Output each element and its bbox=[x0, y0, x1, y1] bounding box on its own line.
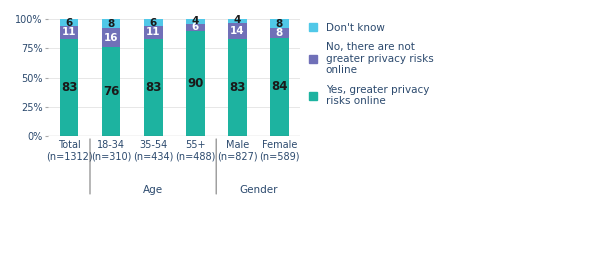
Text: 90: 90 bbox=[187, 77, 203, 90]
Bar bbox=[228, 23, 247, 39]
Text: 76: 76 bbox=[103, 85, 119, 98]
Bar bbox=[102, 47, 121, 136]
Bar bbox=[144, 19, 163, 26]
Text: 11: 11 bbox=[62, 27, 76, 38]
Bar bbox=[186, 19, 204, 24]
Bar bbox=[270, 28, 289, 38]
Bar bbox=[270, 38, 289, 136]
Legend: Don't know, No, there are not
greater privacy risks
online, Yes, greater privacy: Don't know, No, there are not greater pr… bbox=[308, 22, 434, 107]
Text: 84: 84 bbox=[271, 80, 287, 93]
Text: Gender: Gender bbox=[239, 185, 277, 195]
Text: 83: 83 bbox=[229, 81, 245, 94]
Bar bbox=[144, 39, 163, 136]
Bar bbox=[270, 19, 289, 28]
Bar bbox=[186, 31, 204, 136]
Text: 8: 8 bbox=[108, 19, 115, 29]
Bar bbox=[228, 39, 247, 136]
Text: 83: 83 bbox=[61, 81, 77, 94]
Text: 16: 16 bbox=[104, 33, 118, 43]
Bar bbox=[102, 28, 121, 47]
Bar bbox=[228, 18, 247, 23]
Bar bbox=[102, 19, 121, 28]
Bar bbox=[59, 39, 78, 136]
Text: 6: 6 bbox=[65, 17, 72, 27]
Text: 8: 8 bbox=[276, 28, 283, 38]
Text: 8: 8 bbox=[276, 19, 283, 29]
Text: 83: 83 bbox=[145, 81, 161, 94]
Text: 4: 4 bbox=[191, 16, 199, 26]
Bar bbox=[186, 24, 204, 31]
Text: Age: Age bbox=[143, 185, 163, 195]
Text: 11: 11 bbox=[146, 27, 160, 38]
Text: 14: 14 bbox=[230, 26, 245, 36]
Text: 6: 6 bbox=[150, 17, 157, 27]
Bar bbox=[59, 26, 78, 39]
Bar bbox=[144, 26, 163, 39]
Text: 6: 6 bbox=[191, 22, 199, 32]
Text: 4: 4 bbox=[233, 15, 241, 25]
Bar bbox=[59, 19, 78, 26]
